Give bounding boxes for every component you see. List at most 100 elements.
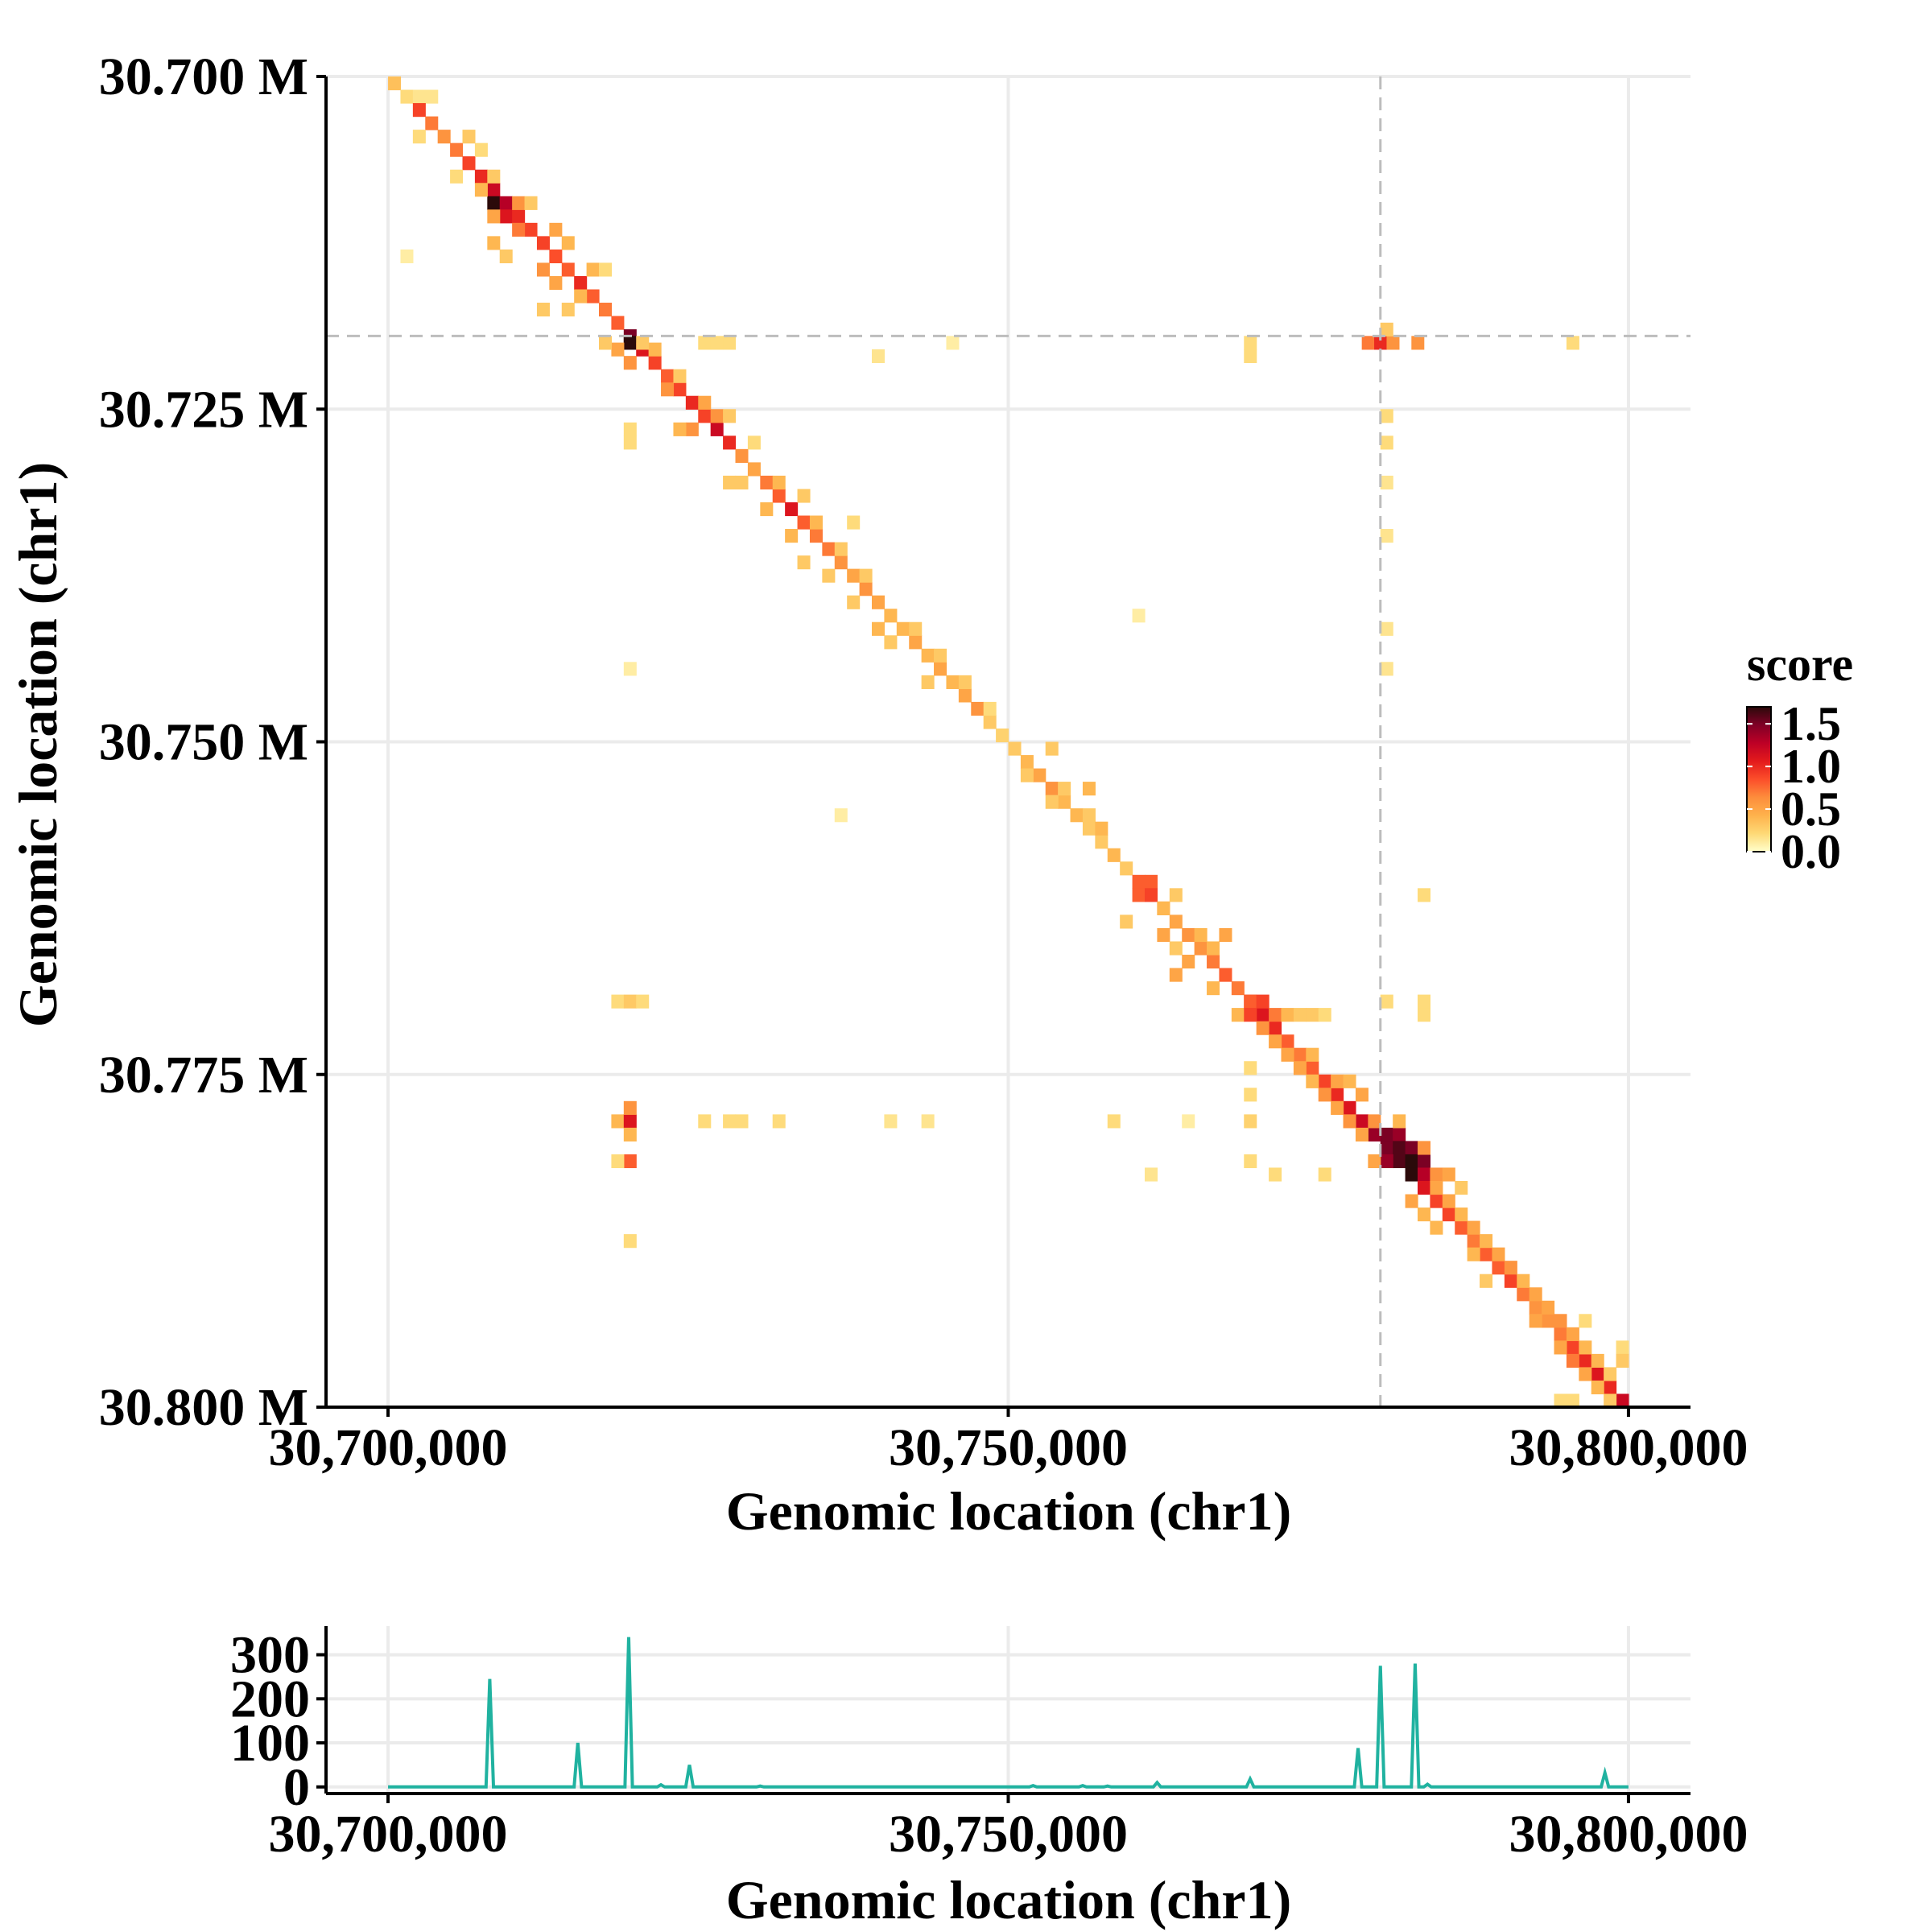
heatmap-panel: 30.700 M 30.725 M 30.750 M 30.775 M 30.800 M… [7, 47, 1748, 1542]
track-x-axis-title: Genomic location (chr1) [726, 1869, 1292, 1930]
heatmap-cell [996, 728, 1009, 743]
heatmap-cell [1095, 821, 1108, 836]
heatmap-cell [859, 582, 873, 597]
heatmap-y-tick-label: 30.775 M [99, 1046, 308, 1104]
heatmap-cell [462, 156, 476, 171]
heatmap-cell [1132, 609, 1146, 623]
heatmap-cell [536, 236, 550, 250]
heatmap-cell [1244, 349, 1257, 363]
heatmap-cell [1430, 1220, 1443, 1235]
heatmap-cell [1529, 1300, 1542, 1315]
heatmap-cell [1380, 994, 1393, 1009]
heatmap-cell [797, 489, 811, 503]
heatmap-cell [1430, 1167, 1443, 1182]
heatmap-cell [599, 336, 613, 350]
heatmap-cell [549, 249, 563, 264]
heatmap-cell [822, 568, 836, 583]
heatmap-cell [1095, 835, 1108, 849]
heatmap-cell [1492, 1247, 1505, 1261]
heatmap-cell [1393, 1154, 1406, 1169]
track-y-tick-label: 100 [230, 1714, 310, 1773]
heatmap-cell [1045, 741, 1059, 756]
heatmap-cell [1442, 1167, 1455, 1182]
heatmap-cell [735, 448, 749, 463]
heatmap-cell [1405, 1141, 1418, 1155]
heatmap-cell [723, 436, 737, 450]
heatmap-cell [561, 236, 575, 250]
heatmap-cell [1145, 888, 1158, 902]
heatmap-cell [1566, 1393, 1579, 1408]
heatmap-cell [648, 356, 662, 370]
heatmap-cell [437, 130, 451, 144]
heatmap-cell [1405, 1154, 1418, 1169]
heatmap-cell [934, 662, 947, 676]
heatmap-cell [1380, 475, 1393, 490]
heatmap-cell [1480, 1247, 1493, 1261]
heatmap-cell [1343, 1114, 1356, 1129]
heatmap-cell [1318, 1008, 1331, 1022]
heatmap-cell [474, 142, 488, 157]
heatmap-cell [723, 1114, 737, 1129]
legend-tick-label: 1.5 [1781, 697, 1841, 750]
heatmap-cell [1480, 1234, 1493, 1249]
heatmap-cell [623, 994, 637, 1009]
heatmap-cell [1380, 1141, 1393, 1155]
heatmap-cell [673, 369, 687, 383]
heatmap-cell [760, 502, 774, 517]
heatmap-x-axis-title: Genomic location (chr1) [726, 1480, 1292, 1542]
heatmap-cell [760, 475, 774, 490]
heatmap-cell [1082, 782, 1096, 796]
heatmap-cell [611, 1114, 625, 1129]
heatmap-x-tick-label: 30,800,000 [1509, 1418, 1748, 1477]
heatmap-cell [549, 275, 563, 291]
heatmap-cell [884, 1114, 898, 1129]
heatmap-cell [1554, 1393, 1567, 1408]
heatmap-cell [1107, 1114, 1121, 1129]
heatmap-cell [896, 621, 910, 636]
heatmap-cell [623, 1234, 637, 1249]
heatmap-cell [1529, 1314, 1542, 1328]
heatmap-cell [536, 262, 550, 277]
heatmap-cell [1405, 1167, 1418, 1182]
heatmap-cell [1207, 941, 1220, 956]
heatmap-cell [673, 382, 687, 397]
heatmap-cell [1566, 1340, 1579, 1355]
heatmap-cell [859, 568, 873, 583]
heatmap-cell [685, 395, 699, 410]
heatmap-cell [1244, 1008, 1257, 1022]
heatmap-cell [487, 196, 501, 210]
heatmap-cell [772, 475, 786, 490]
heatmap-cell [872, 595, 886, 609]
heatmap-cell [1418, 1154, 1431, 1169]
heatmap-cell [1269, 1034, 1282, 1049]
heatmap-cell [1343, 1100, 1356, 1115]
heatmap-cell [1591, 1353, 1604, 1368]
heatmap-cell [1418, 1008, 1431, 1022]
heatmap-cell [1566, 336, 1579, 350]
heatmap-cell [1579, 1340, 1592, 1355]
heatmap-cell [1207, 981, 1220, 996]
heatmap-cell [698, 336, 712, 350]
heatmap-cell [1281, 1047, 1294, 1062]
heatmap-cell [1430, 1194, 1443, 1208]
legend-tick-label: 0.0 [1781, 825, 1841, 878]
heatmap-cell [499, 196, 513, 210]
heatmap-cell [1020, 755, 1034, 770]
legend-tick-label: 0.5 [1781, 782, 1841, 836]
heatmap-cell [1132, 874, 1146, 889]
heatmap-cell [909, 635, 923, 650]
heatmap-cell [549, 222, 563, 237]
heatmap-cell [1368, 1127, 1381, 1141]
heatmap-cell [450, 142, 464, 157]
heatmap-cell [1455, 1180, 1468, 1195]
heatmap-cell [872, 621, 886, 636]
heatmap-cell [1467, 1234, 1480, 1249]
heatmap-cell [983, 715, 997, 729]
heatmap-cell [723, 409, 737, 423]
heatmap-cell [723, 336, 737, 350]
heatmap-cell [400, 89, 414, 104]
heatmap-cell [474, 183, 488, 197]
heatmap-cell [1604, 1367, 1617, 1381]
